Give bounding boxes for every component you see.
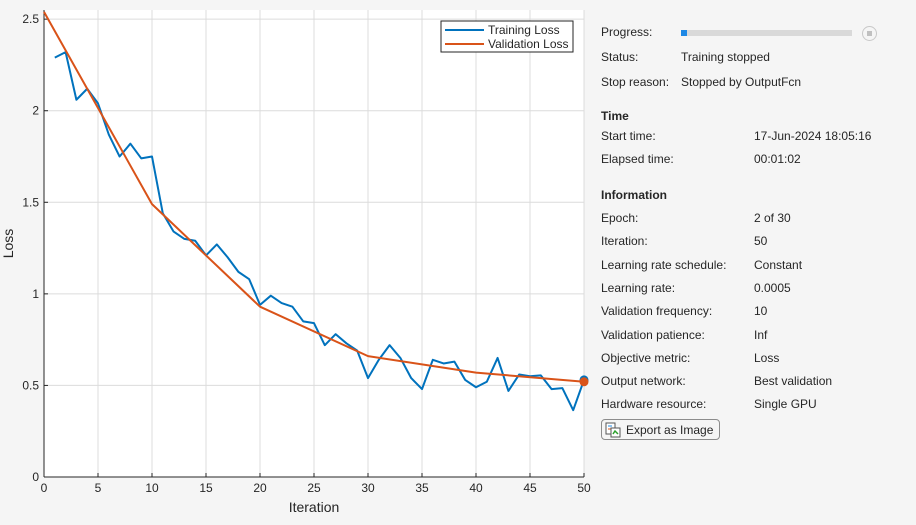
progress-fill [681,30,687,36]
x-axis-label: Iteration [289,499,340,515]
status-label: Status: [601,50,639,64]
info-value: 0.0005 [754,280,791,295]
elapsed-time-label: Elapsed time: [601,152,674,166]
y-tick-label: 0.5 [22,378,39,392]
progress-bar [681,30,852,36]
y-tick-label: 1 [32,287,39,301]
x-tick-label: 15 [199,481,213,495]
status-value: Training stopped [681,50,770,64]
info-value: 10 [754,304,768,319]
x-tick-label: 40 [469,481,483,495]
info-label: Iteration: [601,234,648,249]
final-value-marker [579,377,589,387]
time-heading: Time [601,109,629,123]
info-value: 50 [754,234,768,249]
info-label: Validation patience: [601,327,705,342]
x-tick-label: 25 [307,481,321,495]
start-time-value: 17-Jun-2024 18:05:16 [754,129,872,143]
info-value: Loss [754,350,780,365]
info-value: Constant [754,257,803,272]
export-as-image-button[interactable]: Export as Image [601,419,721,440]
loss-chart: 0 5 10 15 20 25 30 35 40 45 50 0 0.5 1 1.5 2 2.5 Iteratio… [0,10,591,515]
x-tick-label: 50 [577,481,591,495]
y-tick-label: 0 [32,470,39,484]
info-value: Single GPU [754,397,817,412]
y-tick-label: 2 [32,104,39,118]
series-line-validation-loss [43,11,585,383]
x-tick-label: 30 [361,481,375,495]
y-tick-label: 1.5 [22,195,39,209]
info-label: Hardware resource: [601,397,707,412]
x-tick-label: 45 [523,481,537,495]
export-image-icon [605,422,621,437]
info-label: Epoch: [601,211,639,225]
info-label: Objective metric: [601,350,691,365]
export-as-image-label: Export as Image [626,422,714,437]
x-tick-label: 0 [41,481,48,495]
information-heading: Information [601,188,667,202]
stop-reason-value: Stopped by OutputFcn [681,75,802,89]
legend-label: Validation Loss [488,37,569,51]
y-tick-label: 2.5 [22,12,39,26]
stop-training-button[interactable] [862,26,877,41]
progress-label: Progress: [601,25,653,39]
info-label: Learning rate: [601,280,676,295]
elapsed-time-value: 00:01:02 [754,152,801,166]
y-axis-label: Loss [0,229,16,259]
legend-box [440,20,574,53]
info-label: Learning rate schedule: [601,257,727,272]
info-value: 2 of 30 [754,211,791,225]
legend-label: Training Loss [488,23,560,37]
x-tick-label: 5 [95,481,102,495]
x-tick-label: 10 [145,481,159,495]
info-label: Validation frequency: [601,304,713,319]
info-value: Best validation [754,374,833,389]
info-value: Inf [754,327,768,342]
start-time-label: Start time: [601,129,656,143]
stop-reason-label: Stop reason: [601,75,670,89]
x-tick-label: 35 [415,481,429,495]
info-label: Output network: [601,374,686,389]
x-tick-label: 20 [253,481,267,495]
